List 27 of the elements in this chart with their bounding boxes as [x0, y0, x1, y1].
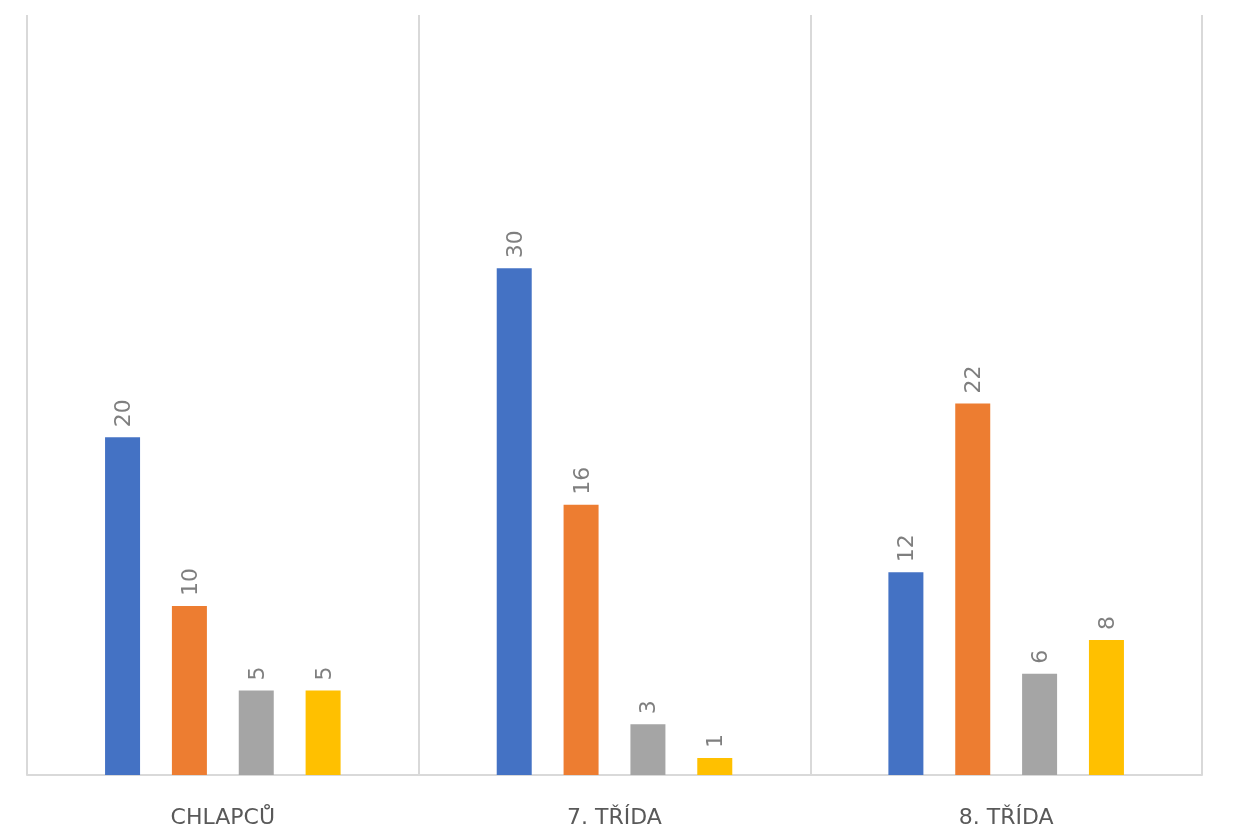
x-tick-label: CHLAPCŮ: [170, 802, 276, 829]
data-label: 20: [110, 399, 136, 428]
data-label: 5: [243, 666, 269, 681]
data-label: 1: [702, 734, 728, 749]
bar: [1088, 639, 1124, 775]
bar: [630, 724, 666, 775]
bar: [171, 606, 207, 775]
data-label: 5: [310, 666, 336, 681]
data-label: 6: [1027, 649, 1053, 664]
data-label: 8: [1093, 615, 1119, 630]
bar: [496, 268, 532, 775]
data-label: 3: [635, 700, 661, 715]
bar: [105, 437, 141, 775]
data-label: 16: [568, 466, 594, 495]
bar: [697, 758, 733, 775]
x-tick-label: 7. TŘÍDA: [567, 803, 662, 829]
bar: [563, 504, 599, 775]
bar: [305, 690, 341, 775]
data-label: 30: [501, 230, 527, 259]
data-label: 10: [176, 568, 202, 597]
data-label: 22: [960, 365, 986, 394]
bar: [1022, 673, 1058, 775]
x-tick-label: 8. TŘÍDA: [958, 803, 1054, 829]
data-label: 12: [893, 534, 919, 563]
bar: [955, 403, 991, 775]
bar: [238, 690, 274, 775]
bar: [888, 572, 924, 775]
